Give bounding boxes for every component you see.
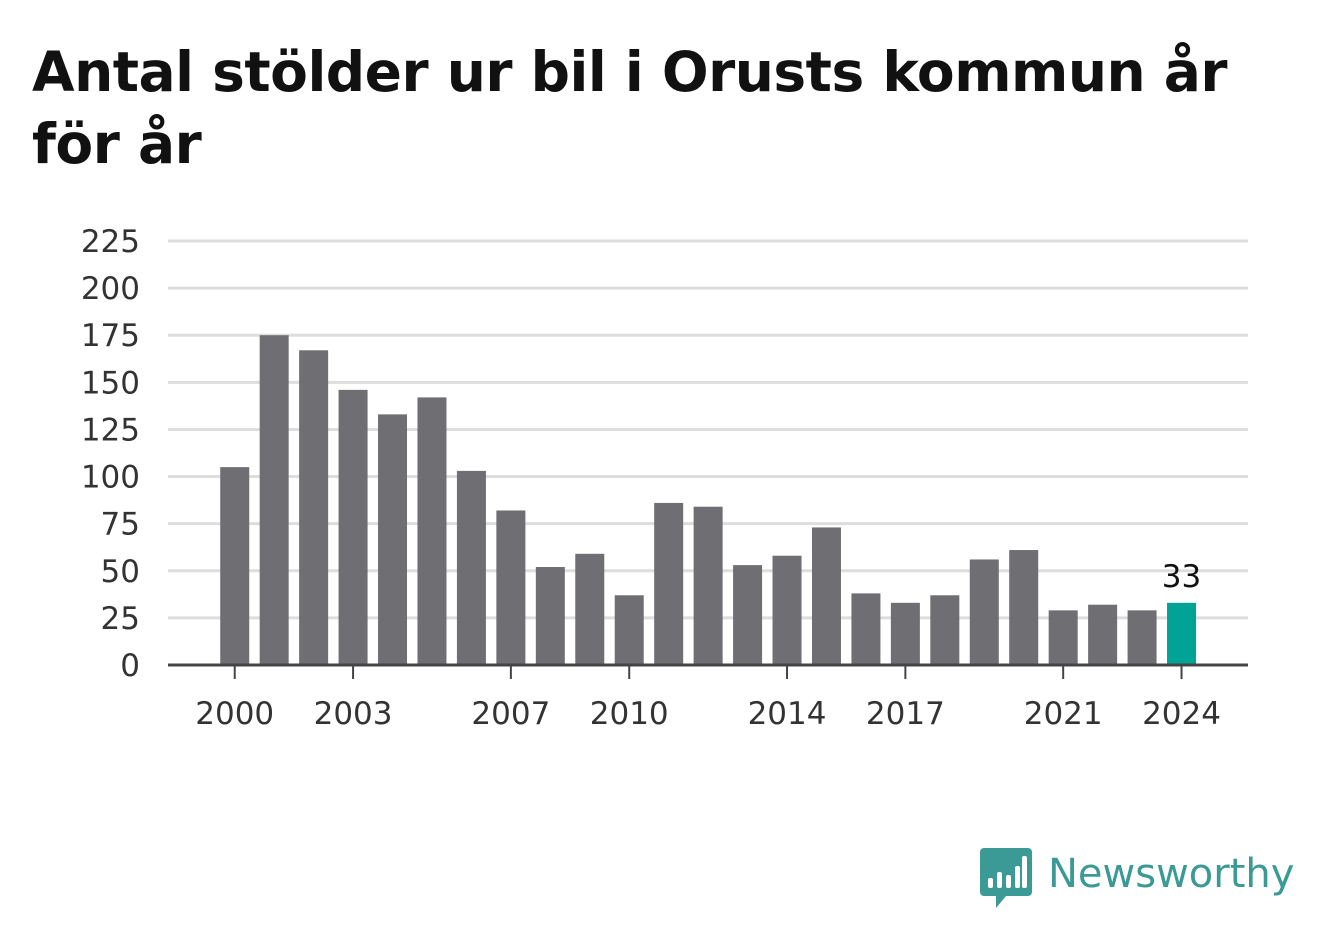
bar-2022: [1088, 604, 1118, 665]
data-label-highlight: 33: [1162, 559, 1201, 595]
y-tick-label: 100: [81, 460, 140, 496]
y-tick-label: 125: [81, 412, 140, 448]
data-labels: 33: [1162, 559, 1201, 595]
brand-logo-group: Newsworthy: [980, 848, 1294, 912]
x-axis-tick-labels: 2000 2003 2007 2010 2014 2017 2021 2024: [195, 665, 1221, 732]
y-tick-label: 225: [81, 224, 140, 260]
y-tick-label: 0: [120, 648, 140, 684]
bar-2000: [220, 467, 250, 665]
bar-2023: [1127, 610, 1157, 665]
x-tick-label: 2021: [1024, 696, 1103, 732]
bar-2008: [535, 567, 565, 665]
y-axis-tick-labels: 0 25 50 75 100 125 150 175 200 225: [81, 224, 140, 684]
x-tick-label: 2000: [195, 696, 274, 732]
bar-2005: [417, 397, 447, 665]
y-tick-label: 200: [81, 271, 140, 307]
x-tick-label: 2024: [1142, 696, 1221, 732]
x-tick-label: 2007: [471, 696, 550, 732]
bar-2021: [1048, 610, 1078, 665]
bar-2014: [772, 555, 802, 665]
bar-2009: [575, 553, 605, 665]
bar-2006: [456, 470, 486, 665]
bar-2011: [654, 502, 684, 665]
y-tick-label: 175: [81, 318, 140, 354]
bar-2007: [496, 510, 526, 665]
y-tick-label: 150: [81, 365, 140, 401]
bar-2002: [299, 350, 329, 665]
bar-2016: [851, 593, 881, 665]
bar-2003: [338, 389, 368, 665]
x-tick-label: 2014: [748, 696, 827, 732]
chart-title: Antal stölder ur bil i Orusts kommun år …: [32, 40, 1228, 176]
bar-2010: [614, 595, 644, 665]
bar-2024: [1167, 602, 1197, 665]
bar-2012: [693, 506, 723, 665]
bar-2001: [259, 335, 289, 665]
bar-chart-speech-bubble-icon: [980, 848, 1032, 908]
bar-2015: [811, 527, 841, 665]
x-tick-label: 2017: [866, 696, 945, 732]
y-tick-label: 25: [101, 601, 140, 637]
bar-2017: [890, 602, 920, 665]
bar-2013: [733, 565, 763, 665]
x-tick-label: 2003: [314, 696, 393, 732]
bar-2004: [378, 414, 408, 665]
y-tick-label: 50: [101, 554, 140, 590]
bar-2020: [1009, 550, 1039, 665]
y-tick-label: 75: [101, 507, 140, 543]
x-tick-label: 2010: [590, 696, 669, 732]
bar-2018: [930, 595, 960, 665]
bars: [220, 335, 1197, 665]
bar-2019: [969, 559, 999, 665]
brand-name: Newsworthy: [1048, 851, 1295, 897]
